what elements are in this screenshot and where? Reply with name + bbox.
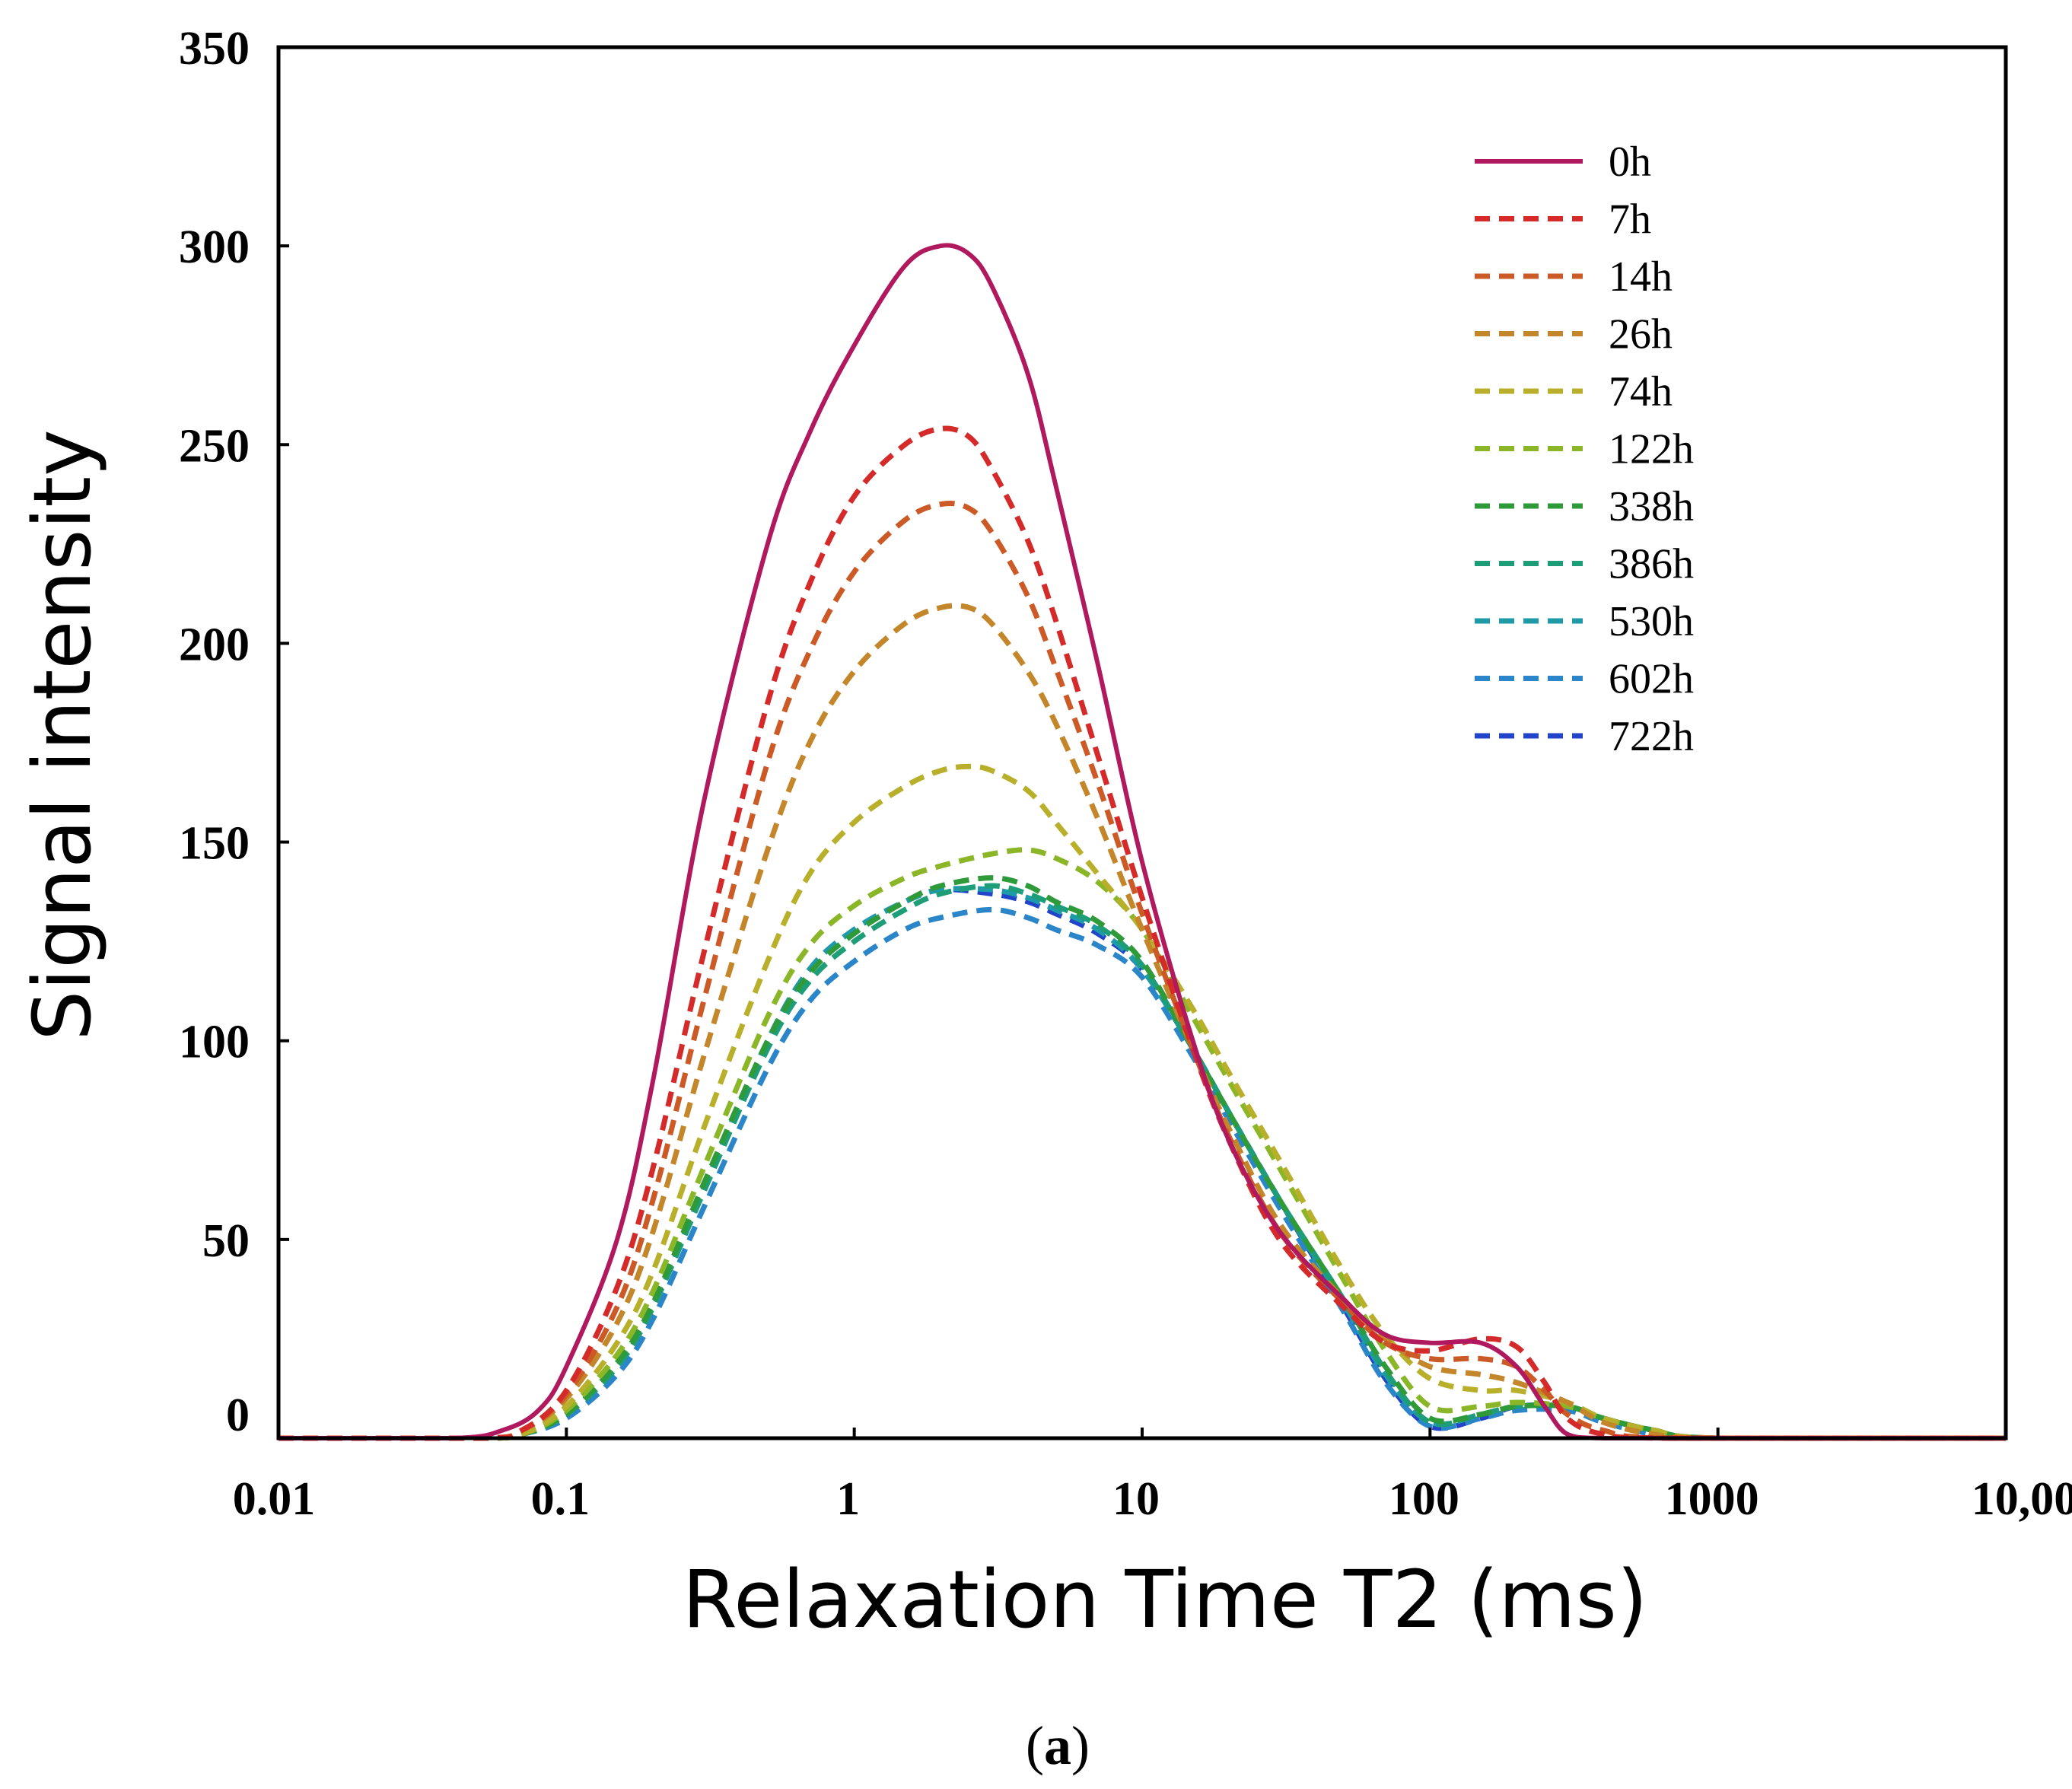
y-axis-ticks: 0 50 100 150 200 250 300 350 (179, 23, 289, 1441)
legend-label: 386h (1609, 541, 1694, 588)
series-line-26h (278, 603, 2006, 1441)
legend-label: 722h (1609, 713, 1694, 760)
y-tick-label: 100 (179, 1017, 250, 1068)
x-tick-label: 1000 (1665, 1473, 1759, 1525)
legend-label: 530h (1609, 598, 1694, 645)
legend-item-530h: 530h (1475, 598, 1694, 645)
legend-label: 74h (1609, 368, 1673, 415)
x-axis-ticks: 0.01 0.1 1 10 100 1000 10,000 (233, 1428, 2072, 1525)
legend-item-7h: 7h (1475, 196, 1651, 244)
legend-label: 14h (1609, 253, 1673, 301)
caption-letter: a (1044, 1715, 1071, 1776)
y-tick-label: 350 (179, 23, 250, 75)
legend-label: 602h (1609, 656, 1694, 703)
legend-item-74h: 74h (1475, 368, 1673, 415)
x-tick-label: 10 (1112, 1473, 1160, 1525)
series-layer (278, 243, 2006, 1441)
legend: 0h 7h 14h 26h 74h 122h 338h 386h 530h 602h 722h (1475, 138, 1694, 760)
chart: 0 50 100 150 200 250 300 350 0.01 0.1 1 10 100 1000 1… (16, 23, 2072, 1646)
legend-item-602h: 602h (1475, 656, 1694, 703)
x-axis-title: Relaxation Time T2 (ms) (683, 1553, 1648, 1646)
y-axis-title: Signal intensity (16, 429, 109, 1040)
y-tick-label: 0 (226, 1389, 250, 1441)
y-tick-label: 250 (179, 420, 250, 472)
legend-label: 0h (1609, 138, 1651, 186)
x-tick-label: 1 (836, 1473, 860, 1525)
x-tick-label: 10,000 (1972, 1473, 2072, 1525)
figure-caption: (a) (1026, 1715, 1090, 1776)
y-tick-label: 300 (179, 221, 250, 273)
x-tick-label: 0.1 (531, 1473, 590, 1525)
legend-item-26h: 26h (1475, 311, 1673, 358)
legend-item-0h: 0h (1475, 138, 1651, 186)
x-tick-label: 100 (1389, 1473, 1459, 1525)
x-tick-label: 0.01 (233, 1473, 316, 1525)
legend-label: 338h (1609, 483, 1694, 530)
legend-item-122h: 122h (1475, 426, 1694, 473)
legend-item-338h: 338h (1475, 483, 1694, 530)
legend-item-14h: 14h (1475, 253, 1673, 301)
series-line-14h (278, 500, 2006, 1441)
legend-item-722h: 722h (1475, 713, 1694, 760)
caption-open: ( (1026, 1715, 1044, 1776)
series-line-338h (278, 875, 2006, 1441)
legend-label: 7h (1609, 196, 1651, 244)
legend-label: 122h (1609, 426, 1694, 473)
y-tick-label: 200 (179, 619, 250, 670)
series-line-0h (278, 243, 2006, 1441)
y-tick-label: 50 (202, 1215, 250, 1267)
series-line-7h (278, 425, 2006, 1441)
caption-close: ) (1071, 1715, 1090, 1776)
legend-label: 26h (1609, 311, 1673, 358)
legend-item-386h: 386h (1475, 541, 1694, 588)
y-tick-label: 150 (179, 818, 250, 870)
